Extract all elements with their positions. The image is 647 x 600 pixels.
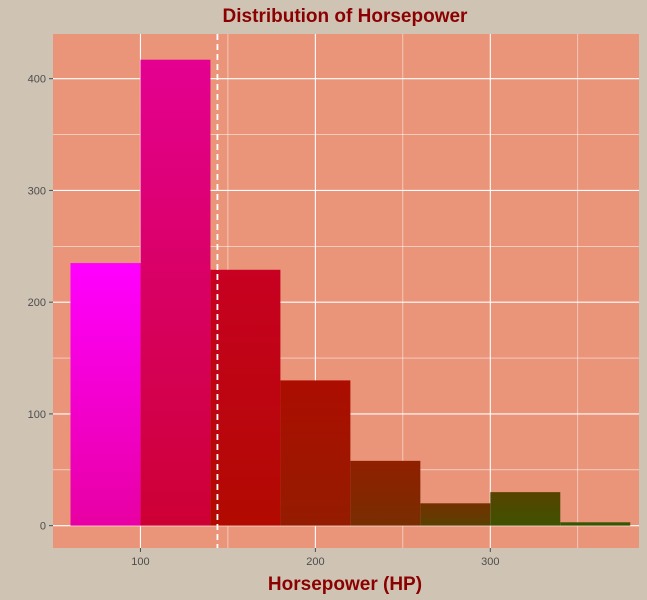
histogram-bar [70,263,141,526]
x-tick-label: 100 [131,556,149,568]
y-tick-label: 100 [28,409,46,421]
histogram-bar [140,59,211,526]
histogram-bar [560,522,631,526]
histogram-bar [210,269,281,526]
histogram-bars [70,59,631,526]
x-axis-label: Horsepower (HP) [268,574,422,595]
histogram-bar [420,503,491,526]
histogram-bar [350,460,421,526]
x-tick-label: 200 [306,556,324,568]
y-tick-label: 0 [40,521,46,533]
y-tick-label: 200 [28,297,46,309]
y-tick-label: 300 [28,185,46,197]
y-tick-label: 400 [28,74,46,86]
axis-ticks [49,78,491,552]
histogram-bar [280,380,351,526]
x-tick-label: 300 [481,556,499,568]
chart-title: Distribution of Horsepower [223,6,469,27]
histogram-bar [490,492,561,526]
tick-labels: 100 200 300 0 100 200 300 400 [28,74,500,568]
